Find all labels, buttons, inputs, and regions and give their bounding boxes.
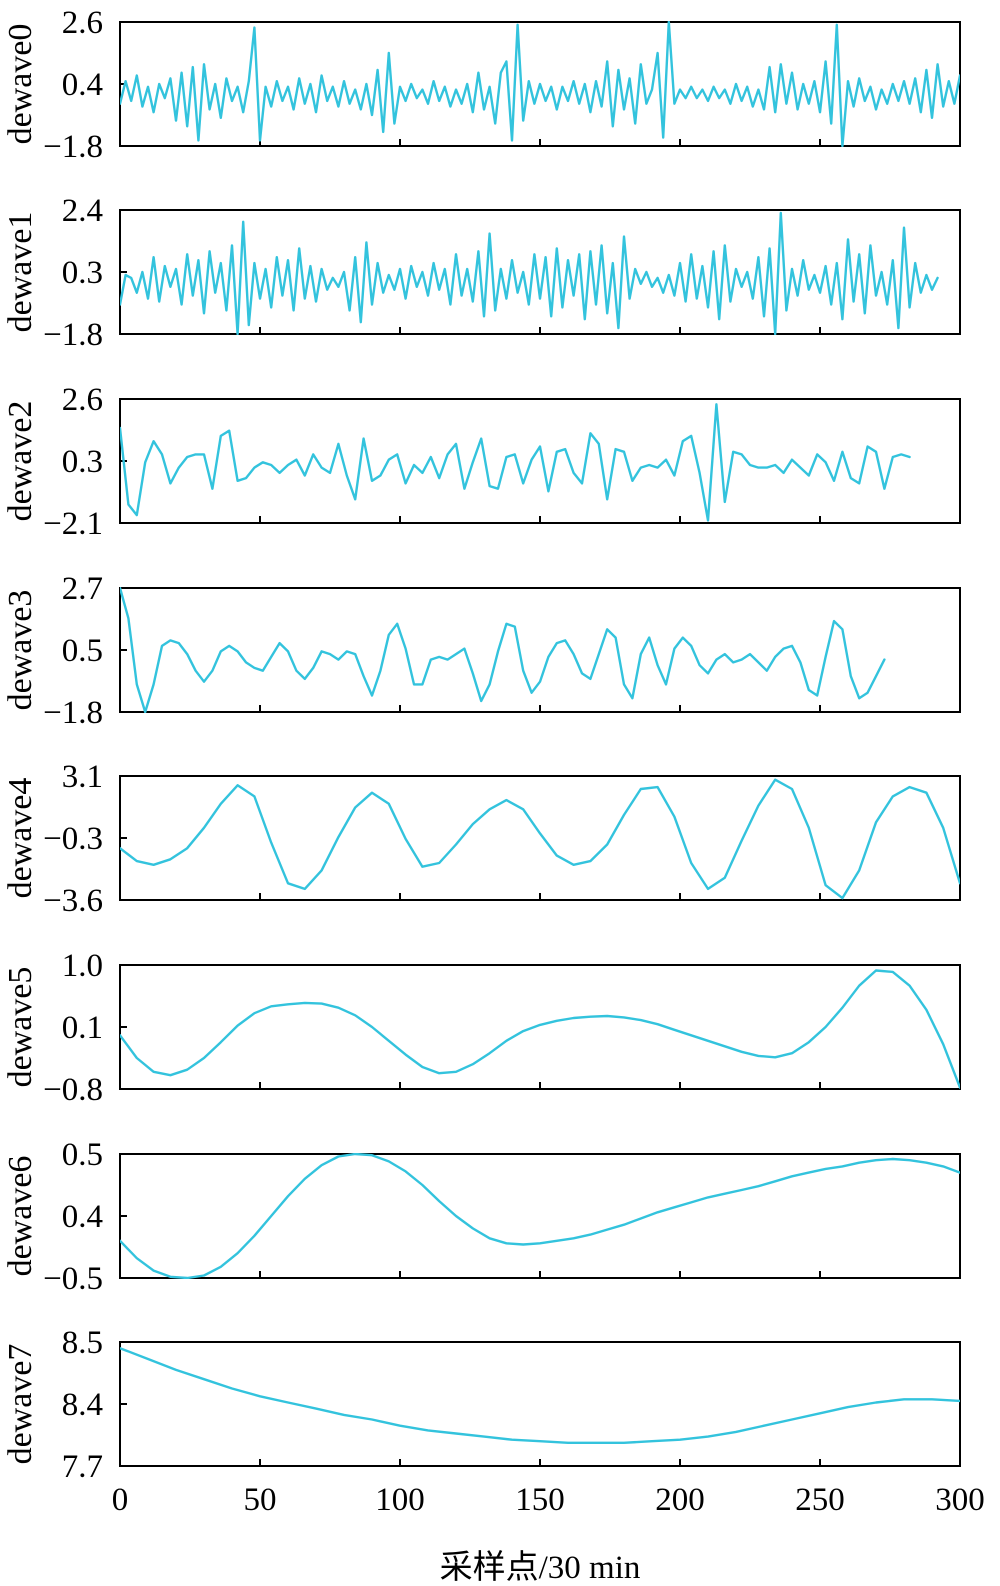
y-axis-label: dewave4 bbox=[2, 778, 39, 899]
y-tick-label: −1.8 bbox=[43, 129, 103, 165]
series-line-dewave3 bbox=[120, 587, 886, 713]
x-tick-label: 300 bbox=[935, 1482, 985, 1518]
x-axis-label: 采样点/30 min bbox=[440, 1549, 641, 1586]
panel-frame bbox=[119, 398, 961, 524]
y-tick-label: 0.1 bbox=[62, 1010, 103, 1046]
y-tick-label: 7.7 bbox=[62, 1449, 103, 1485]
panel-frame bbox=[119, 1341, 961, 1467]
y-tick-label: 0.5 bbox=[62, 1137, 103, 1173]
panel-dewave7: 8.5 8.4 7.7 dewave7 bbox=[2, 1325, 961, 1485]
y-axis-label: dewave0 bbox=[2, 24, 39, 145]
x-tick-label: 150 bbox=[515, 1482, 565, 1518]
y-tick-label: −0.8 bbox=[43, 1072, 103, 1108]
series-line-dewave4 bbox=[120, 778, 960, 900]
y-tick-label: 3.1 bbox=[62, 759, 103, 795]
series-line-dewave2 bbox=[120, 403, 911, 522]
series-line-dewave7 bbox=[120, 1347, 960, 1444]
y-tick-label: −1.8 bbox=[43, 695, 103, 731]
series-line-dewave5 bbox=[120, 969, 960, 1089]
y-tick-label: 0.3 bbox=[62, 255, 103, 291]
y-tick-label: −3.6 bbox=[43, 883, 103, 919]
y-tick-label: 2.6 bbox=[62, 382, 103, 418]
y-tick-label: 2.4 bbox=[62, 193, 103, 229]
y-axis-label: dewave3 bbox=[2, 590, 39, 711]
panel-frame bbox=[119, 1153, 961, 1279]
x-tick-label: 200 bbox=[655, 1482, 705, 1518]
x-tick-label: 100 bbox=[375, 1482, 425, 1518]
y-tick-label: 0.4 bbox=[62, 67, 103, 103]
panels: 2.60.4−1.8dewave02.40.3−1.8dewave12.60.3… bbox=[2, 5, 961, 1485]
panel-frame bbox=[119, 775, 961, 901]
y-axis-label: dewave2 bbox=[2, 401, 39, 522]
y-tick-label: 0.4 bbox=[62, 1199, 103, 1235]
y-tick-label: 8.4 bbox=[62, 1387, 103, 1423]
panel-frame bbox=[119, 964, 961, 1090]
y-tick-label: 0.5 bbox=[62, 633, 103, 669]
panel-frame bbox=[119, 587, 961, 713]
y-axis-label: dewave5 bbox=[2, 967, 39, 1088]
y-tick-label: 0.3 bbox=[62, 444, 103, 480]
x-tick-label: 50 bbox=[244, 1482, 277, 1518]
y-tick-label: −0.5 bbox=[43, 1261, 103, 1297]
y-tick-label: 2.7 bbox=[62, 571, 103, 607]
y-tick-label: 8.5 bbox=[62, 1325, 103, 1361]
series-line-dewave6 bbox=[120, 1153, 960, 1279]
y-tick-label: 2.6 bbox=[62, 5, 103, 41]
y-tick-label: 1.0 bbox=[62, 948, 103, 984]
y-axis-label: dewave7 bbox=[2, 1344, 39, 1465]
series-line-dewave1 bbox=[120, 211, 939, 335]
y-axis-label: dewave1 bbox=[2, 212, 39, 333]
y-tick-label: −2.1 bbox=[43, 506, 103, 542]
y-tick-label: −1.8 bbox=[43, 317, 103, 353]
x-tick-label: 0 bbox=[112, 1482, 129, 1518]
y-axis-label: dewave6 bbox=[2, 1156, 39, 1277]
x-tick-label: 250 bbox=[795, 1482, 845, 1518]
x-axis: 0 50 100 150 200 250 300 bbox=[112, 1482, 985, 1518]
y-tick-label: −0.3 bbox=[43, 821, 103, 857]
series-line-dewave0 bbox=[120, 21, 960, 147]
